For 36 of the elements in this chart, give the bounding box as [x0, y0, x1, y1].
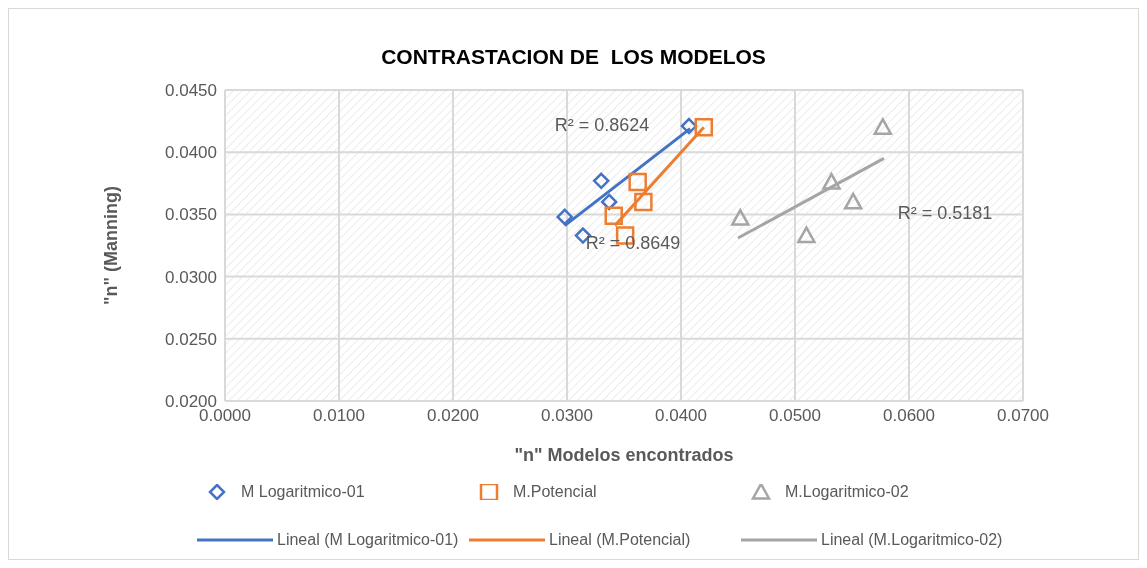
legend-label: Lineal (M.Logaritmico-02)	[821, 531, 1003, 549]
x-tick-label: 0.0500	[769, 406, 821, 426]
legend-label: M Logaritmico-01	[241, 483, 365, 501]
y-tick-label: 0.0300	[165, 267, 217, 287]
legend-label: M.Potencial	[513, 483, 597, 501]
x-tick-label: 0.0300	[541, 406, 593, 426]
x-tick-label: 0.0600	[883, 406, 935, 426]
point	[634, 192, 653, 212]
y-tick-label: 0.0350	[165, 205, 217, 225]
point	[873, 118, 893, 135]
point	[822, 172, 841, 190]
point	[797, 226, 816, 244]
annotation: R² = 0.8624	[554, 114, 650, 136]
annotation: R² = 0.5181	[897, 202, 993, 224]
y-tick-label: 0.0400	[165, 143, 217, 163]
point	[592, 172, 610, 190]
x-tick-label: 0.0200	[427, 406, 479, 426]
legend-label: M.Logaritmico-02	[785, 483, 909, 501]
y-tick-label: 0.0250	[165, 329, 217, 349]
y-tick-label: 0.0450	[165, 81, 217, 101]
point	[843, 192, 863, 210]
chart-title: CONTRASTACION DE LOS MODELOS	[380, 45, 767, 69]
legend-label: Lineal (M Logaritmico-01)	[277, 531, 459, 549]
point	[680, 117, 698, 135]
y-axis-title: "n" (Manning)	[101, 185, 122, 306]
point	[628, 172, 647, 192]
x-tick-label: 0.0700	[997, 406, 1049, 426]
point	[694, 118, 714, 137]
point	[731, 208, 750, 226]
point	[604, 206, 623, 225]
x-axis-title: "n" Modelos encontrados	[514, 445, 734, 465]
point	[556, 208, 573, 226]
annotation: R² = 0.8649	[585, 232, 681, 254]
x-tick-label: 0.0400	[655, 406, 707, 426]
x-tick-label: 0.0100	[313, 406, 365, 426]
legend-label: Lineal (M.Potencial)	[549, 531, 691, 549]
